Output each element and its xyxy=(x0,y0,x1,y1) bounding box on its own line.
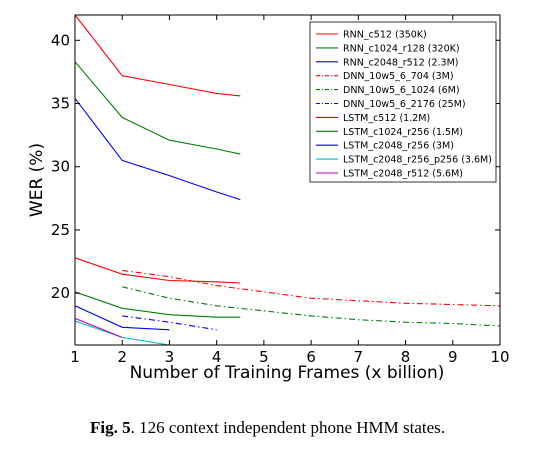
series-line-1 xyxy=(75,15,241,97)
legend-label-6: DNN_10w5_6_2176 (25M) xyxy=(343,99,466,110)
legend-label-3: RNN_c2048_r512 (2.3M) xyxy=(343,57,459,68)
x-tick-label: 1 xyxy=(70,348,80,366)
series-layer xyxy=(75,15,500,345)
x-tick-label: 2 xyxy=(117,348,127,366)
x-tick-label: 10 xyxy=(490,348,509,366)
series-line-8 xyxy=(75,291,241,318)
plot-frame xyxy=(74,14,501,346)
x-tick-label: 6 xyxy=(306,348,316,366)
y-axis: 20 25 30 35 40 xyxy=(51,31,500,302)
x-tick-label: 4 xyxy=(212,348,222,366)
x-axis: 1 2 3 4 5 6 7 8 9 10 xyxy=(70,15,510,366)
legend-label-8: LSTM_c1024_r256 (1.5M) xyxy=(343,127,463,138)
legend-label-7: LSTM_c512 (1.2M) xyxy=(343,113,430,124)
legend-label-2: RNN_c1024_r128 (320K) xyxy=(343,43,460,54)
caption-text: . 126 context independent phone HMM stat… xyxy=(130,418,446,437)
series-line-6 xyxy=(122,315,217,331)
y-tick-label: 40 xyxy=(51,31,70,49)
series-line-4 xyxy=(122,269,500,307)
x-tick-label: 7 xyxy=(354,348,364,366)
legend-label-5: DNN_10w5_6_1024 (6M) xyxy=(343,85,460,96)
y-tick-label: 25 xyxy=(51,221,70,239)
caption-label: Fig. 5 xyxy=(89,418,131,437)
series-line-2 xyxy=(75,61,241,155)
series-line-5 xyxy=(122,286,500,327)
y-tick-label: 35 xyxy=(51,95,70,113)
legend-label-4: DNN_10w5_6_704 (3M) xyxy=(343,71,454,82)
y-tick-label: 30 xyxy=(51,158,70,176)
x-axis-label: Number of Training Frames (x billion) xyxy=(130,363,445,383)
x-tick-label: 8 xyxy=(401,348,411,366)
legend-label-10: LSTM_c2048_r256_p256 (3.6M) xyxy=(343,155,492,166)
legend-label-9: LSTM_c2048_r256 (3M) xyxy=(343,141,454,152)
series-line-9 xyxy=(75,305,170,331)
figure-caption: Fig. 5. 126 context independent phone HM… xyxy=(0,418,535,438)
x-tick-label: 5 xyxy=(259,348,269,366)
wer-line-chart: 1 2 3 4 5 6 7 8 9 10 20 25 30 35 40 Number of Trainin… xyxy=(27,14,510,383)
series-line-3 xyxy=(75,98,241,201)
series-line-11 xyxy=(75,317,123,338)
series-line-7 xyxy=(75,257,241,284)
legend: RNN_c512 (350K) RNN_c1024_r128 (320K) RNN_… xyxy=(309,21,497,183)
y-tick-label: 20 xyxy=(51,284,70,302)
x-tick-label: 9 xyxy=(448,348,458,366)
legend-box xyxy=(309,21,497,183)
x-tick-label: 3 xyxy=(165,348,175,366)
legend-label-11: LSTM_c2048_r512 (5.6M) xyxy=(343,169,463,180)
y-axis-label: WER (%) xyxy=(27,143,47,217)
legend-label-1: RNN_c512 (350K) xyxy=(343,30,427,41)
